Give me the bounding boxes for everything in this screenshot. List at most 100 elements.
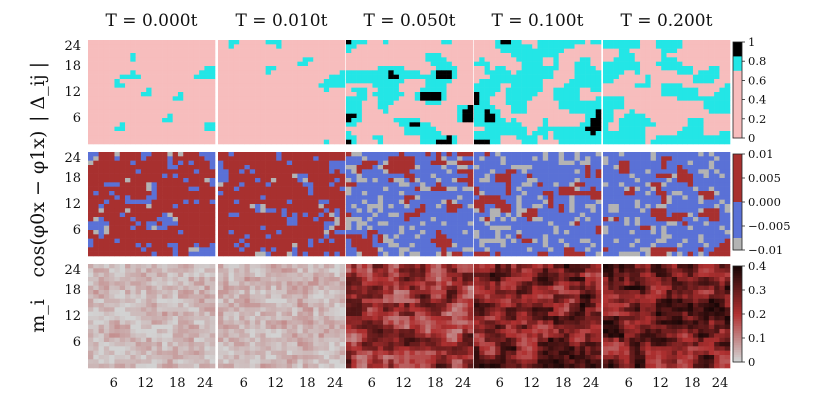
- heatmap-cell: [420, 160, 426, 166]
- heatmap-cell: [356, 217, 363, 222]
- heatmap-cell: [526, 204, 533, 209]
- heatmap-cell: [302, 178, 309, 183]
- heatmap-cell: [388, 131, 394, 136]
- heatmap-cell: [249, 122, 256, 127]
- heatmap-cell: [297, 204, 303, 209]
- heatmap-cell: [457, 247, 463, 252]
- heatmap-cell: [474, 204, 480, 209]
- heatmap-cell: [603, 135, 609, 140]
- heatmap-cell: [634, 122, 641, 127]
- heatmap-cell: [537, 160, 544, 166]
- heatmap-cell: [677, 61, 683, 67]
- heatmap-cell: [313, 113, 319, 119]
- heatmap-cell: [98, 83, 105, 88]
- heatmap-cell: [98, 156, 105, 161]
- heatmap-cell: [249, 83, 256, 88]
- heatmap-cell: [393, 109, 400, 114]
- heatmap-cell: [655, 83, 662, 88]
- heatmap-cell: [334, 70, 341, 75]
- heatmap-cell: [318, 152, 325, 157]
- heatmap-cell: [526, 122, 533, 127]
- heatmap-cell: [146, 118, 152, 123]
- heatmap-cell: [223, 79, 229, 84]
- heatmap-cell: [585, 44, 591, 49]
- heatmap-cell: [724, 74, 731, 80]
- heatmap-cell: [590, 139, 597, 145]
- heatmap-cell: [388, 83, 394, 88]
- heatmap-cell: [409, 199, 416, 205]
- heatmap-cell: [188, 165, 195, 170]
- heatmap-cell: [585, 53, 591, 58]
- heatmap-cell: [292, 139, 298, 145]
- heatmap-cell: [558, 113, 565, 119]
- heatmap-cell: [479, 139, 485, 145]
- heatmap-cell: [103, 44, 110, 49]
- heatmap-cell: [640, 113, 646, 119]
- heatmap-cell: [435, 48, 442, 54]
- heatmap-cell: [307, 66, 314, 71]
- heatmap-cell: [377, 109, 384, 114]
- heatmap-cell: [307, 191, 314, 196]
- heatmap-cell: [199, 225, 205, 231]
- heatmap-cell: [558, 40, 565, 45]
- heatmap-cell: [590, 135, 597, 140]
- heatmap-cell: [666, 100, 673, 106]
- heatmap-cell: [457, 221, 463, 226]
- heatmap-cell: [307, 247, 314, 252]
- heatmap-cell: [393, 53, 400, 58]
- heatmap-cell: [125, 87, 131, 93]
- heatmap-cell: [281, 182, 288, 187]
- heatmap-cell: [650, 74, 657, 80]
- heatmap-cell: [548, 70, 554, 75]
- heatmap-cell: [146, 48, 152, 54]
- heatmap-cell: [590, 152, 597, 157]
- column-title: T = 0.000t: [106, 11, 198, 31]
- heatmap-cell: [372, 113, 379, 119]
- heatmap-cell: [140, 79, 147, 84]
- heatmap-cell: [388, 152, 394, 157]
- heatmap-cell: [585, 186, 591, 192]
- heatmap-cell: [265, 105, 272, 110]
- heatmap-cell: [624, 87, 630, 93]
- heatmap-cell: [414, 96, 421, 101]
- heatmap-cell: [119, 221, 126, 226]
- heatmap-cell: [435, 247, 442, 252]
- heatmap-cell: [367, 160, 373, 166]
- heatmap-cell: [446, 165, 453, 170]
- heatmap-cell: [239, 182, 245, 187]
- heatmap-cell: [276, 152, 282, 157]
- heatmap-cell: [98, 178, 105, 183]
- heatmap-cell: [88, 230, 94, 235]
- heatmap-cell: [521, 96, 528, 101]
- heatmap-cell: [624, 83, 630, 88]
- heatmap-cell: [409, 131, 416, 136]
- heatmap-cell: [441, 74, 447, 80]
- heatmap-cell: [125, 48, 131, 54]
- heatmap-cell: [467, 131, 474, 136]
- heatmap-cell: [356, 160, 363, 166]
- heatmap-cell: [595, 87, 602, 93]
- heatmap-cell: [265, 243, 272, 248]
- heatmap-cell: [162, 225, 168, 231]
- heatmap-cell: [595, 178, 602, 183]
- heatmap-cell: [484, 208, 491, 213]
- heatmap-cell: [88, 74, 94, 80]
- heatmap-cell: [414, 208, 421, 213]
- heatmap-cell: [420, 83, 426, 88]
- heatmap-cell: [183, 247, 189, 252]
- heatmap-cell: [367, 247, 373, 252]
- heatmap-cell: [585, 131, 591, 136]
- heatmap-cell: [156, 74, 163, 80]
- heatmap-cell: [103, 122, 110, 127]
- heatmap-cell: [383, 212, 389, 218]
- heatmap-cell: [687, 139, 694, 145]
- heatmap-cell: [532, 53, 538, 58]
- heatmap-cell: [329, 225, 335, 231]
- heatmap-cell: [140, 251, 147, 257]
- heatmap-cell: [276, 70, 282, 75]
- heatmap-cell: [199, 156, 205, 161]
- heatmap-cell: [270, 173, 277, 179]
- heatmap-cell: [260, 66, 266, 71]
- heatmap-cell: [682, 131, 688, 136]
- heatmap-cell: [356, 126, 363, 132]
